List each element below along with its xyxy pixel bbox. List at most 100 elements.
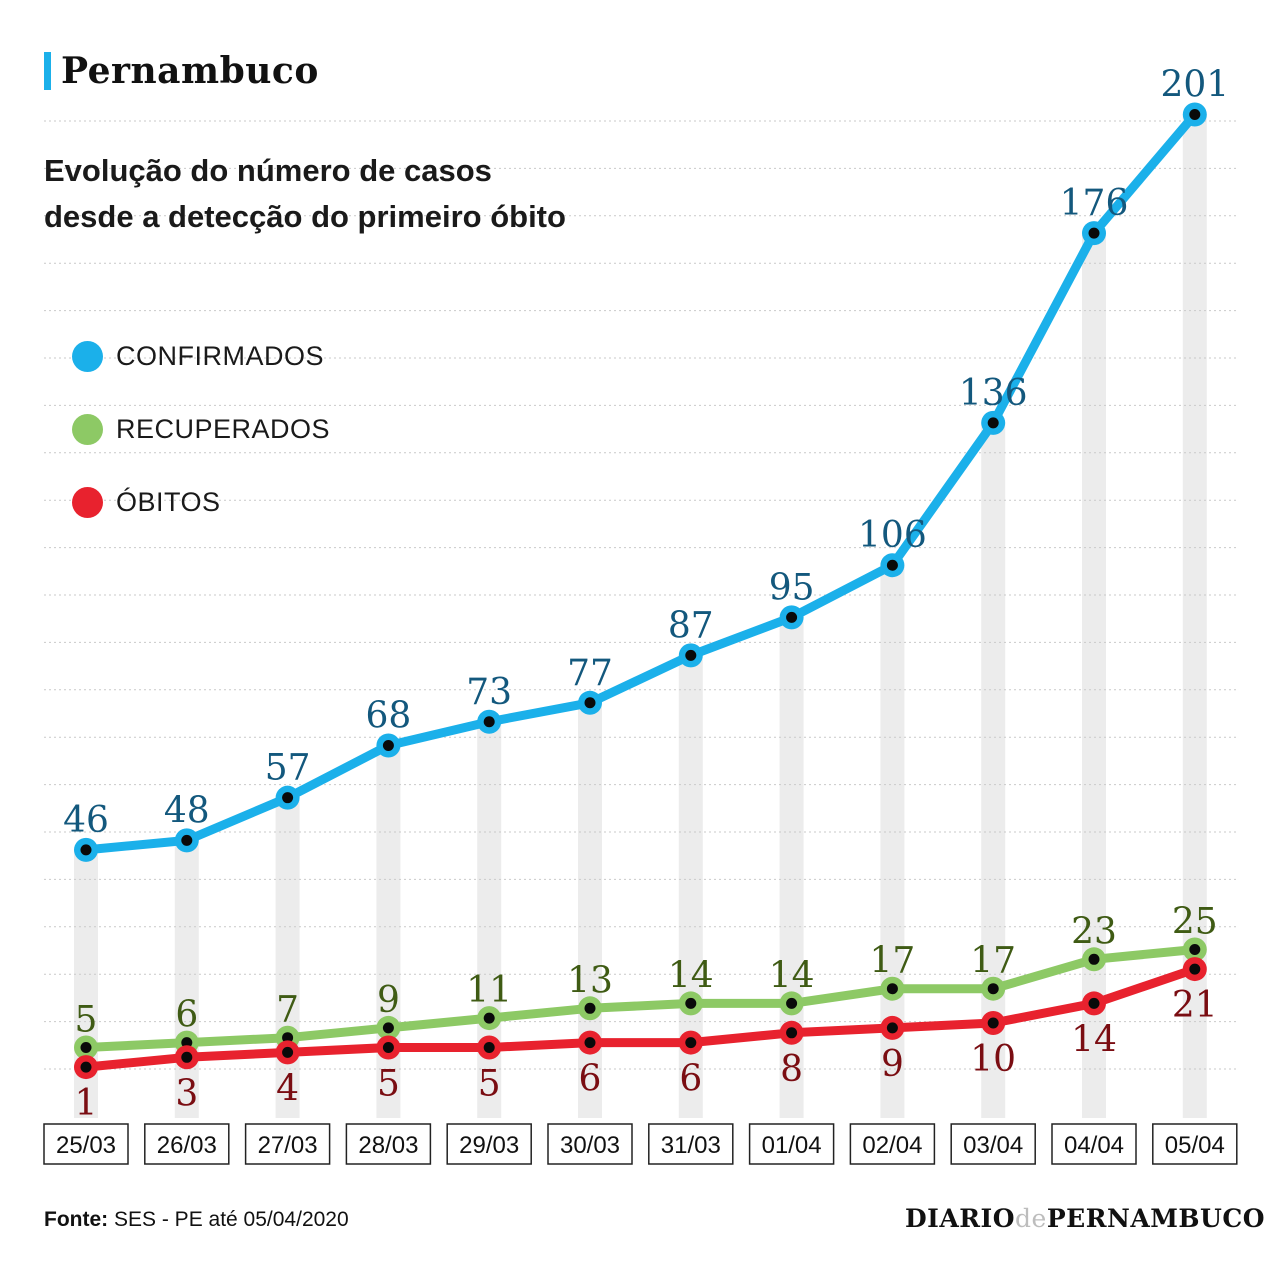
source-text: SES - PE até 05/04/2020 (114, 1208, 349, 1231)
x-tick-label: 31/03 (661, 1132, 721, 1159)
x-tick-label: 28/03 (358, 1132, 418, 1159)
x-tick-box (345, 1123, 432, 1165)
region-accent-bar (44, 52, 51, 90)
column-9 (981, 422, 1006, 1118)
data-label: 17 (869, 941, 915, 982)
series-line-1 (81, 945, 1200, 1052)
data-label: 73 (466, 672, 512, 713)
brand-right: PERNAMBUCO (1046, 1204, 1266, 1233)
source-label: Fonte: (44, 1208, 109, 1231)
data-point (181, 1051, 193, 1063)
data-point (80, 844, 92, 856)
data-label: 11 (466, 970, 512, 1011)
data-label: 48 (164, 790, 210, 831)
data-label: 21 (1172, 985, 1218, 1026)
data-label: 1 (75, 1083, 98, 1124)
data-point (382, 739, 394, 751)
data-point (1189, 944, 1201, 955)
data-point (282, 792, 294, 804)
data-label: 14 (769, 955, 815, 996)
data-point (987, 417, 999, 429)
data-label: 14 (668, 955, 714, 996)
data-label: 68 (365, 695, 411, 736)
data-point (1088, 997, 1100, 1009)
chart-title-line-1: Evolução do número de casos (44, 153, 492, 188)
x-tick-box (244, 1123, 331, 1165)
data-point (987, 1017, 999, 1029)
legend-item-obitos: ÓBITOS (72, 482, 330, 522)
brand-mid: de (1015, 1204, 1047, 1233)
x-tick-box (950, 1123, 1036, 1165)
data-point (80, 1042, 92, 1053)
x-tick-box (547, 1123, 633, 1165)
data-label: 136 (959, 373, 1028, 414)
data-label: 7 (276, 990, 299, 1031)
column-1 (174, 840, 199, 1118)
chart-title: Evolução do número de casos desde a dete… (44, 148, 684, 240)
data-label: 5 (75, 1000, 98, 1041)
x-tick-label: 05/04 (1165, 1132, 1225, 1159)
data-point (1189, 109, 1201, 120)
x-tick-box (144, 1123, 230, 1165)
column-10 (1082, 233, 1106, 1118)
data-point (786, 611, 798, 623)
legend-item-recuperados: RECUPERADOS (72, 409, 330, 449)
x-tick-label: 01/04 (762, 1132, 822, 1159)
data-label: 4 (276, 1068, 299, 1109)
data-label: 87 (668, 605, 714, 646)
x-tick-label: 04/04 (1064, 1132, 1124, 1159)
data-point (382, 1042, 394, 1053)
data-point (584, 1002, 596, 1014)
column-2 (275, 797, 300, 1118)
data-label: 17 (970, 941, 1016, 982)
source-note: Fonte: SES - PE até 05/04/2020 (44, 1208, 349, 1232)
data-point (382, 1022, 394, 1034)
data-point (483, 1042, 495, 1053)
series-line-2 (81, 964, 1200, 1072)
region-name: Pernambuco (61, 50, 319, 92)
data-point (685, 649, 697, 661)
data-point (685, 1037, 697, 1049)
data-point (987, 983, 999, 995)
data-label: 5 (377, 1064, 400, 1105)
data-label: 201 (1160, 65, 1229, 106)
data-label: 3 (175, 1073, 198, 1114)
legend-label-confirmados: CONFIRMADOS (116, 340, 324, 371)
data-label: 57 (265, 748, 311, 789)
legend-dot-obitos (72, 486, 103, 518)
chart-title-line-2: desde a detecção do primeiro óbito (44, 199, 566, 234)
brand-left: DIARIO (905, 1204, 1016, 1233)
data-point (1088, 953, 1100, 965)
data-label: 6 (175, 995, 198, 1036)
data-point (786, 1027, 798, 1039)
x-tick-label: 25/03 (56, 1132, 116, 1159)
x-tick-box (1051, 1123, 1137, 1165)
data-label: 9 (377, 980, 400, 1021)
data-point (786, 997, 798, 1009)
region-tag: Pernambuco (44, 50, 319, 92)
data-label: 10 (970, 1039, 1016, 1080)
data-label: 23 (1071, 911, 1117, 952)
data-point (584, 697, 596, 709)
x-tick-label: 27/03 (258, 1132, 318, 1159)
data-point (584, 1037, 596, 1049)
x-tick-box (43, 1123, 129, 1165)
legend-dot-confirmados (72, 340, 103, 372)
data-label: 77 (567, 653, 613, 694)
brand-logo: DIARIOdePERNAMBUCO (905, 1204, 1265, 1233)
legend: CONFIRMADOS RECUPERADOS ÓBITOS (72, 336, 330, 555)
data-point (886, 983, 898, 995)
legend-item-confirmados: CONFIRMADOS (72, 336, 330, 376)
x-tick-box (648, 1123, 734, 1165)
data-point (483, 716, 495, 728)
data-point (181, 1037, 193, 1049)
legend-label-obitos: ÓBITOS (116, 486, 221, 517)
x-tick-box (748, 1123, 835, 1165)
x-tick-box (849, 1123, 936, 1165)
data-label: 46 (63, 800, 109, 841)
data-label: 95 (769, 567, 815, 608)
data-point (80, 1061, 92, 1073)
data-label: 106 (858, 515, 927, 556)
x-tick-label: 03/04 (963, 1132, 1023, 1159)
